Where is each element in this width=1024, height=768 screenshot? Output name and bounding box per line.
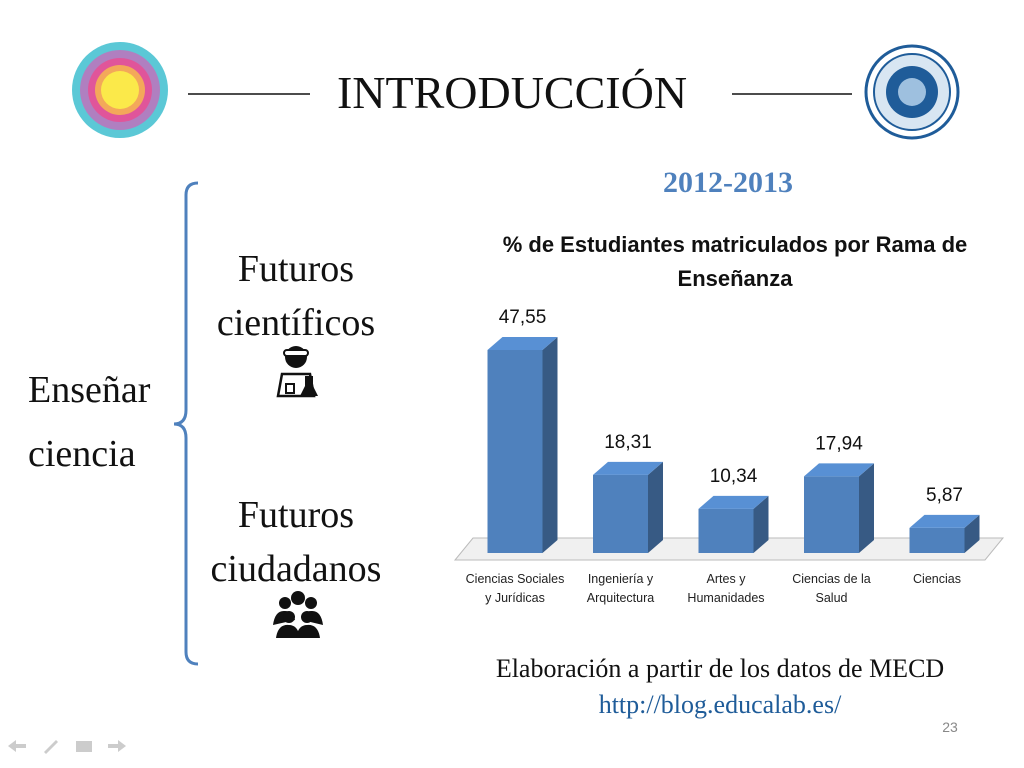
- bar: [804, 463, 874, 553]
- brace: [173, 181, 199, 666]
- nav-next[interactable]: [108, 740, 126, 752]
- bar-side: [753, 495, 769, 553]
- logo-left: [72, 42, 168, 138]
- bar-top: [593, 461, 663, 475]
- branch-label: Futuros científicos: [216, 248, 376, 344]
- bar-top: [487, 336, 558, 350]
- logo-right: [864, 44, 960, 140]
- nav-pen[interactable]: [44, 740, 58, 754]
- source-label: Elaboración a partir de los datos de MEC…: [495, 654, 945, 683]
- bar-top: [909, 514, 980, 528]
- page-number: 23: [942, 719, 958, 735]
- bar-side: [964, 514, 980, 553]
- x-tick-label: Artes y Humanidades: [687, 572, 765, 605]
- bar: [909, 514, 980, 553]
- bar: [487, 336, 558, 553]
- bar: [593, 461, 663, 553]
- bar-front: [487, 349, 543, 553]
- value-label: 5,87: [926, 485, 963, 506]
- bar-side: [542, 336, 558, 553]
- chart-title: % de Estudiantes matriculados por Rama d…: [502, 232, 968, 291]
- bar-front: [698, 508, 754, 553]
- slide-title: INTRODUCCIÓN: [336, 67, 688, 118]
- bar-front: [909, 527, 965, 553]
- main-label: Enseñar ciencia: [28, 369, 151, 475]
- bar-front: [804, 476, 859, 553]
- bar-front: [593, 474, 648, 553]
- bar-side: [859, 463, 874, 553]
- x-tick-label: Ciencias: [913, 572, 961, 586]
- bar-top: [804, 463, 874, 477]
- scientist-icon: [276, 346, 318, 398]
- url-link[interactable]: http://blog.educalab.es/: [598, 690, 842, 719]
- bar-top: [698, 495, 769, 509]
- value-label: 17,94: [815, 433, 863, 454]
- year-label: 2012-2013: [663, 166, 793, 199]
- branch-label: Futuros ciudadanos: [210, 494, 382, 590]
- value-label: 18,31: [604, 432, 652, 453]
- value-label: 10,34: [710, 466, 758, 487]
- x-tick-label: Ingeniería y Arquitectura: [586, 572, 655, 605]
- people-icon: [273, 591, 323, 638]
- x-tick-label: Ciencias Sociales y Jurídicas: [465, 572, 565, 605]
- value-label: 47,55: [499, 307, 547, 328]
- x-tick-label: Ciencias de la Salud: [792, 572, 871, 605]
- nav-prev[interactable]: [8, 740, 26, 752]
- bar: [698, 495, 769, 553]
- nav-icons: [8, 740, 126, 754]
- bar-side: [648, 461, 663, 553]
- nav-menu[interactable]: [76, 741, 92, 752]
